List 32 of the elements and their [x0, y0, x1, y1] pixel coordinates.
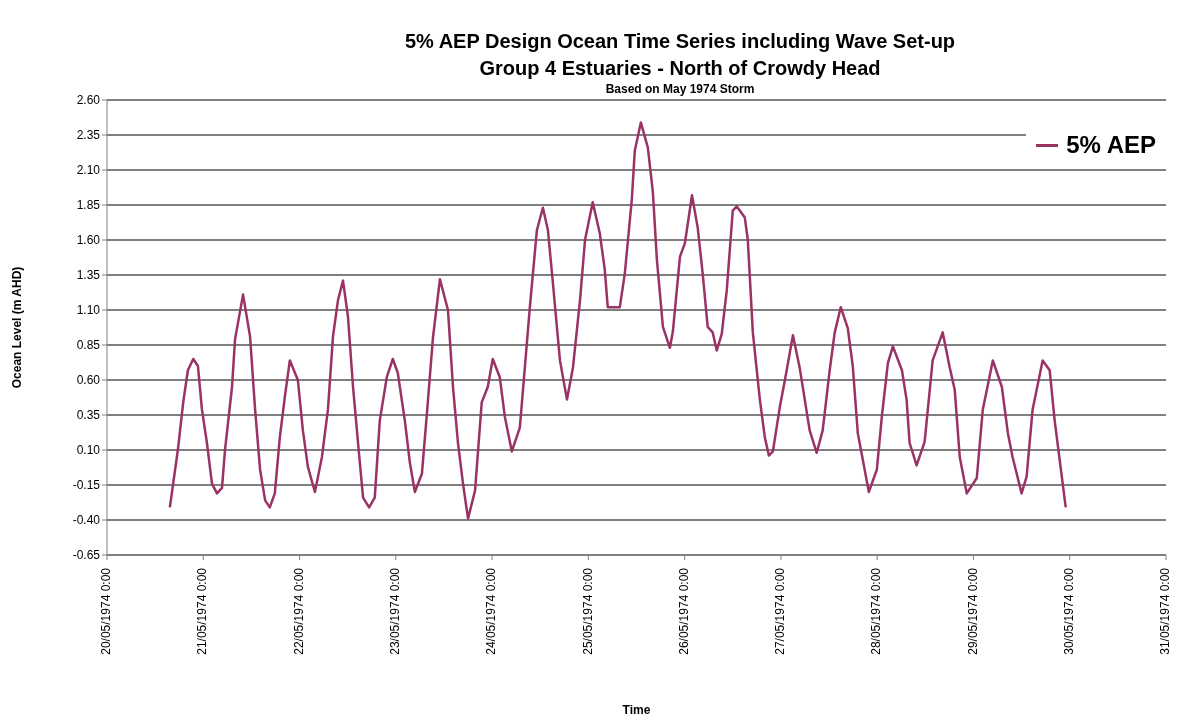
y-tick-label: 1.60: [76, 233, 101, 248]
y-tick-label: -0.15: [72, 478, 101, 493]
y-tick-label: 2.10: [76, 163, 101, 178]
x-tick-label: 25/05/1974 0:00: [580, 567, 595, 655]
y-tick-label: -0.40: [72, 513, 101, 528]
y-tick-label: -0.65: [72, 548, 101, 563]
x-tick-label: 21/05/1974 0:00: [195, 567, 210, 655]
x-tick-label: 31/05/1974 0:00: [1158, 567, 1173, 655]
x-tick-label: 23/05/1974 0:00: [387, 567, 402, 655]
legend-label: 5% AEP: [1066, 131, 1156, 159]
y-tick-label: 2.60: [76, 93, 101, 108]
y-tick-label: 2.35: [76, 128, 101, 143]
x-tick-label: 22/05/1974 0:00: [291, 567, 306, 655]
y-tick-label: 0.85: [76, 338, 101, 353]
y-tick-label: 1.35: [76, 268, 101, 283]
x-tick-label: 26/05/1974 0:00: [676, 567, 691, 655]
chart-subtitle: Based on May 1974 Storm: [604, 82, 756, 96]
line-series: [168, 121, 1067, 520]
x-tick-label: 27/05/1974 0:00: [773, 567, 788, 655]
y-tick-label: 1.10: [76, 303, 101, 318]
chart-title: 5% AEP Design Ocean Time Series including Wave Set-up Group 4 Estuaries - North of Crowdy Head: [403, 29, 957, 81]
x-tick-label: 20/05/1974 0:00: [99, 567, 114, 655]
x-tick-label: 28/05/1974 0:00: [869, 567, 884, 655]
y-tick-label: 0.60: [76, 373, 101, 388]
y-tick-label: 0.35: [76, 408, 101, 423]
y-tick-label: 0.10: [76, 443, 101, 458]
y-tick-label: 1.85: [76, 198, 101, 213]
x-tick-label: 24/05/1974 0:00: [484, 567, 499, 655]
x-axis-title: Time: [622, 703, 651, 717]
y-axis-title: Ocean Level (m AHD): [10, 266, 25, 389]
x-tick-label: 30/05/1974 0:00: [1061, 567, 1076, 655]
x-tick-label: 29/05/1974 0:00: [965, 567, 980, 655]
